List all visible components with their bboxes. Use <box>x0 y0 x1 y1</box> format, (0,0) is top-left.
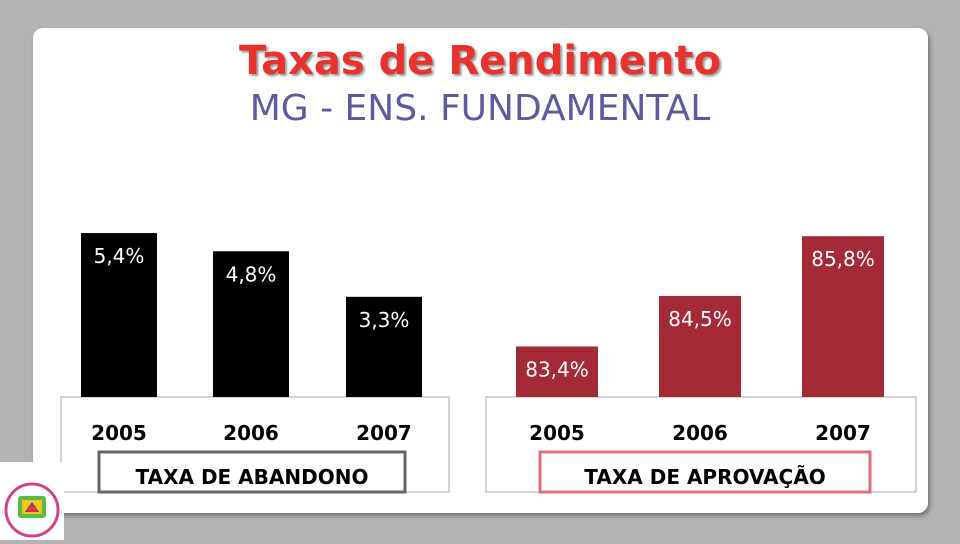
aprovacao-bar-2005 <box>516 346 598 397</box>
slide-title: Taxas de Rendimento <box>239 38 721 84</box>
aprovacao-value-label: 83,4% <box>525 357 589 381</box>
slide-subtitle: MG - ENS. FUNDAMENTAL <box>249 88 711 129</box>
aprovacao-tick-label: 2006 <box>672 421 728 445</box>
aprovacao-bar-2007 <box>802 236 884 397</box>
slide-card <box>33 28 928 513</box>
education-plan-logo-icon <box>0 462 64 540</box>
aprovacao-chart: 83,4% 2005 84,5% 2006 85,8% 2007 TAXA DE APRO… <box>485 236 917 494</box>
abandono-bar-2006 <box>213 251 289 397</box>
aprovacao-value-label: 84,5% <box>668 307 732 331</box>
abandono-tick-label: 2006 <box>223 421 279 445</box>
aprovacao-label-box <box>538 450 872 494</box>
aprovacao-value-label: 85,8% <box>811 247 875 271</box>
abandono-chart: 5,4% 2005 4,8% 2006 3,3% 2007 TAXA DE ABANDON… <box>60 233 450 494</box>
abandono-value-label: 4,8% <box>226 262 277 286</box>
abandono-value-label: 3,3% <box>359 308 410 332</box>
abandono-value-label: 5,4% <box>94 244 145 268</box>
abandono-tick-label: 2005 <box>91 421 147 445</box>
abandono-bar-2007 <box>346 296 422 397</box>
aprovacao-tick-label: 2007 <box>815 421 871 445</box>
abandono-tick-label: 2007 <box>356 421 412 445</box>
aprovacao-label: TAXA DE APROVAÇÃO <box>584 465 825 489</box>
aprovacao-bar-2006 <box>659 295 741 397</box>
abandono-label: TAXA DE ABANDONO <box>136 465 369 489</box>
abandono-label-box <box>97 450 407 494</box>
aprovacao-tick-label: 2005 <box>529 421 585 445</box>
abandono-bar-2005 <box>81 233 157 397</box>
